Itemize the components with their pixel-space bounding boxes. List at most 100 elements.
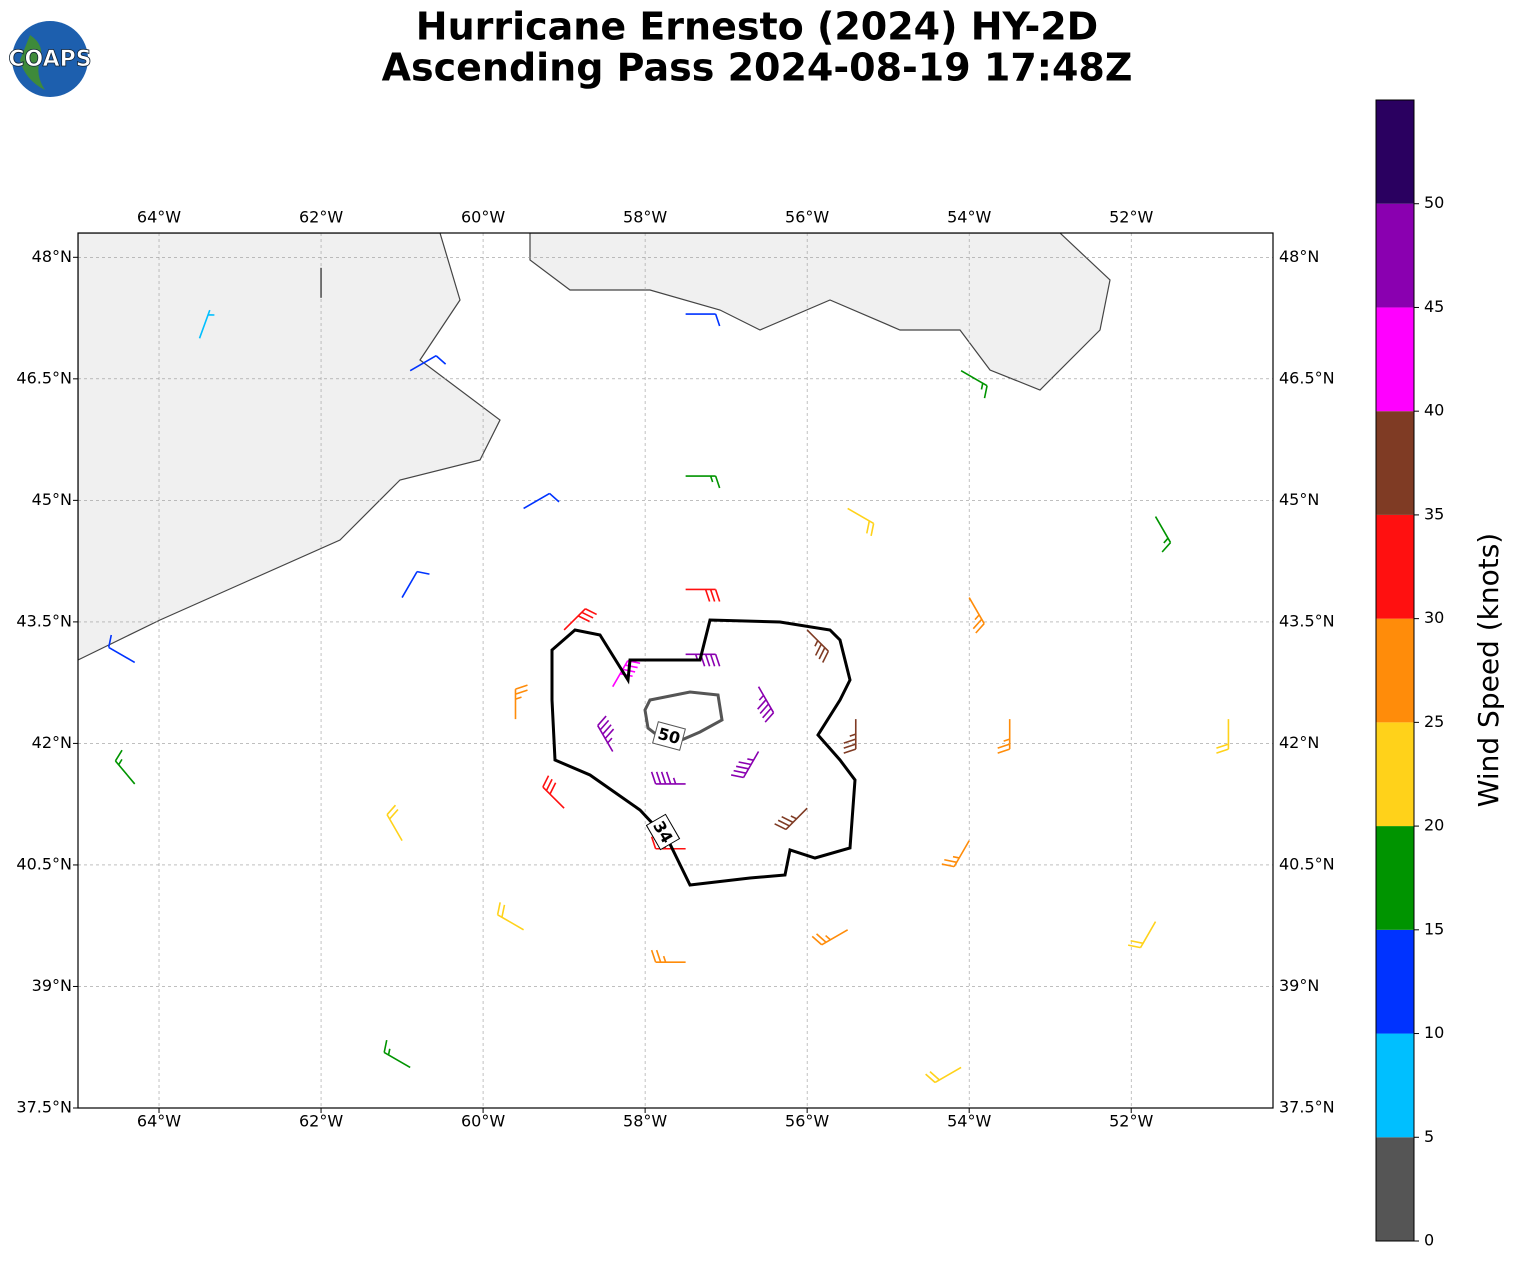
chart-title: Hurricane Ernesto (2024) HY-2D [416, 5, 1098, 49]
plot-frame [77, 232, 1274, 1109]
colorbar-tick-label: 25 [1424, 712, 1444, 731]
contour-label-34: 34 [645, 813, 681, 851]
wind-barb [1216, 719, 1230, 754]
colorbar-frame [1375, 99, 1415, 1242]
barbs [107, 267, 1230, 1084]
x-tick-label: 58°W [623, 1112, 667, 1131]
wind-barb [383, 1039, 411, 1069]
x-tick-label: 54°W [947, 1112, 991, 1131]
x-tick-label: 54°W [947, 208, 991, 227]
x-tick-label: 62°W [299, 1112, 343, 1131]
chart-subtitle: Ascending Pass 2024-08-19 17:48Z [382, 46, 1133, 90]
colorbar-segment [1376, 203, 1414, 308]
y-tick-label: 46.5°N [16, 368, 72, 387]
colorbar-tick-label: 10 [1424, 1023, 1444, 1042]
colorbar-segment [1376, 1033, 1414, 1138]
wind-barb [730, 751, 760, 779]
wind-barb [1154, 516, 1172, 553]
wind-barb [925, 1066, 962, 1084]
wind-barb [114, 749, 136, 785]
wind-barb [847, 507, 875, 537]
y-tick-label: 39°N [1279, 976, 1319, 995]
x-tick-label: 64°W [137, 208, 181, 227]
colorbar-segment [1376, 1137, 1414, 1241]
colorbar-tick-label: 0 [1424, 1231, 1434, 1250]
y-tick-label: 42°N [1279, 733, 1319, 752]
colorbar-segment [1376, 100, 1414, 204]
contour-label-50: 50 [652, 721, 686, 751]
y-tick-label: 48°N [1279, 247, 1319, 266]
wind-barb [685, 475, 721, 489]
y-tick-label: 45°N [1279, 490, 1319, 509]
wind-barb [843, 719, 857, 754]
logo-text: COAPS [8, 47, 91, 72]
colorbar-tick-label: 45 [1424, 297, 1444, 316]
wind-barb [386, 804, 403, 842]
y-tick-label: 48°N [32, 247, 72, 266]
y-tick-label: 40.5°N [1279, 854, 1335, 873]
y-tick-label: 43.5°N [16, 611, 72, 630]
colorbar: 0 5 10 15 20 25 30 35 40 45 50 [1375, 99, 1444, 1250]
colorbar-segment [1376, 411, 1414, 515]
colorbar-tick-label: 35 [1424, 504, 1444, 523]
y-tick-label: 43.5°N [1279, 611, 1335, 630]
wind-barb [542, 775, 565, 809]
contour-label-box [652, 721, 686, 751]
wind-barb [806, 629, 830, 663]
colorbar-tick-label: 5 [1424, 1127, 1434, 1146]
colorbar-tick-label: 50 [1424, 193, 1444, 212]
wind-barb [757, 686, 775, 723]
wind-barb [774, 807, 808, 831]
colorbar-tick-label: 20 [1424, 816, 1444, 835]
wind-barb [997, 719, 1011, 754]
x-tick-label: 60°W [461, 208, 505, 227]
y-tick-label: 37.5°N [16, 1098, 72, 1117]
x-tick-label: 60°W [461, 1112, 505, 1131]
colorbar-tick-label: 30 [1424, 608, 1444, 627]
colorbar-segment [1376, 722, 1414, 827]
colorbar-tick-label: 15 [1424, 919, 1444, 938]
colorbar-segment [1376, 307, 1414, 412]
wind-barb [597, 715, 615, 752]
colorbar-segment [1376, 826, 1414, 930]
x-tick-label: 52°W [1109, 1112, 1153, 1131]
y-tick-label: 39°N [32, 976, 72, 995]
wind-barb [107, 634, 136, 664]
logo-land [20, 35, 45, 90]
x-tick-label: 58°W [623, 208, 667, 227]
colorbar-segment [1376, 929, 1414, 1034]
colorbar-tick-label: 40 [1424, 401, 1444, 420]
x-tick-label: 52°W [1109, 208, 1153, 227]
y-tick-label: 42°N [32, 733, 72, 752]
wind-barb [198, 309, 215, 339]
y-tick-label: 45°N [32, 490, 72, 509]
wind-barb [496, 902, 524, 931]
x-tick-label: 64°W [137, 1112, 181, 1131]
wind-barb [960, 370, 988, 399]
y-tick-label: 37.5°N [1279, 1098, 1335, 1117]
wind-barb [941, 840, 970, 868]
wind-barb [811, 929, 849, 946]
wind-barb [968, 597, 985, 634]
wind-barb [563, 608, 597, 631]
wind-barb [409, 355, 447, 372]
land-maritimes [78, 233, 501, 661]
wind-barb [650, 949, 686, 963]
map-land [78, 233, 1111, 661]
colorbar-segment [1376, 618, 1414, 723]
contour-34 [550, 618, 857, 887]
wind-barb [612, 659, 641, 688]
land-newfoundland [529, 233, 1111, 391]
colorbar-segment [1376, 514, 1414, 619]
y-tick-label: 46.5°N [1279, 368, 1335, 387]
x-tick-label: 56°W [785, 208, 829, 227]
wind-barb [1127, 921, 1157, 949]
logo: COAPS [8, 21, 92, 97]
contour-50 [643, 690, 724, 747]
wind-barb [685, 313, 721, 327]
wind-barb [401, 570, 430, 598]
wind-barb [685, 588, 721, 602]
wind-barb [523, 492, 560, 510]
x-tick-label: 62°W [299, 208, 343, 227]
